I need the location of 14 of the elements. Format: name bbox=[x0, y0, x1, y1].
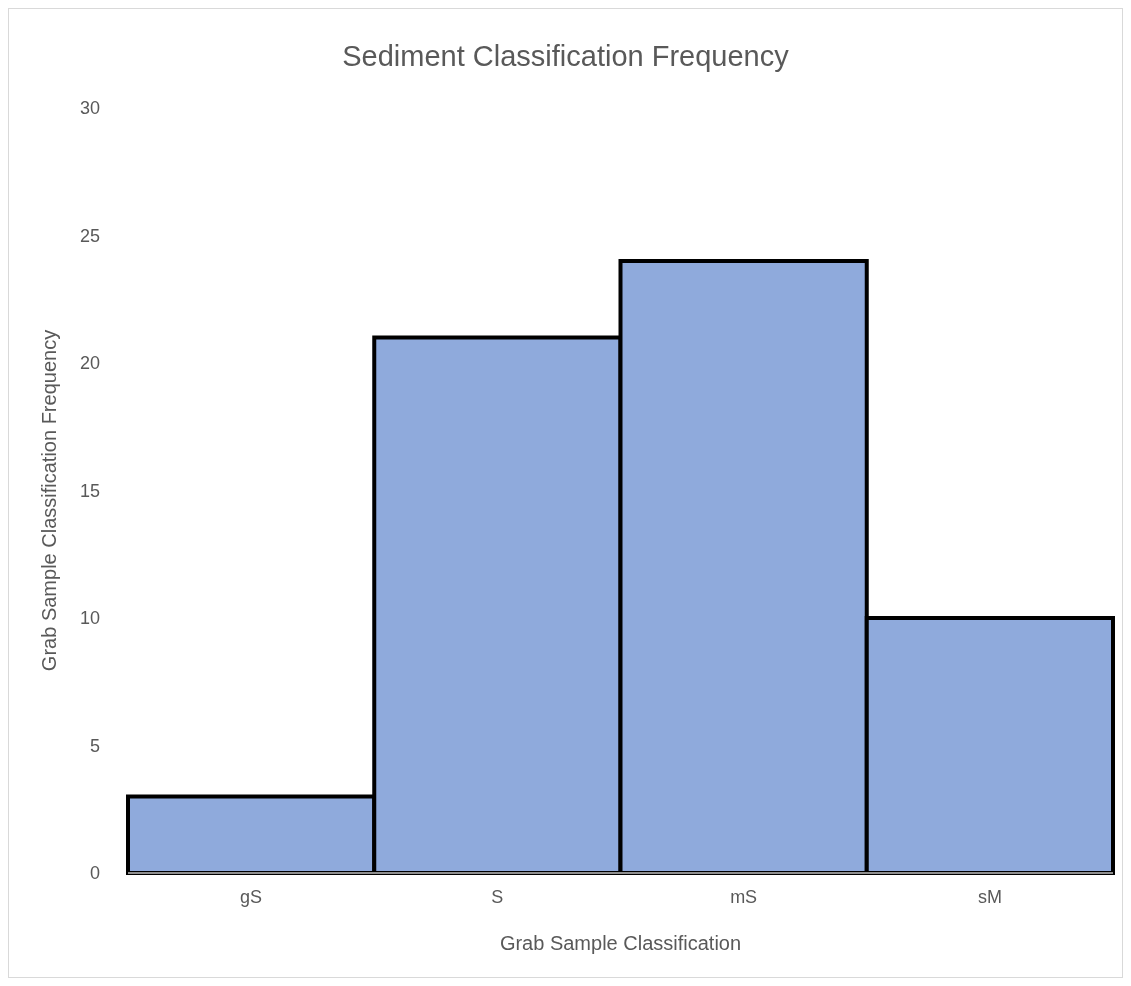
chart-title: Sediment Classification Frequency bbox=[342, 40, 790, 72]
y-tick-label: 30 bbox=[79, 98, 100, 119]
y-tick-label: 15 bbox=[79, 480, 100, 501]
y-tick-label: 0 bbox=[89, 863, 100, 884]
y-tick-label: 25 bbox=[79, 225, 100, 246]
y-axis-title: Grab Sample Classification Frequency bbox=[38, 329, 60, 672]
y-tick-label: 20 bbox=[79, 353, 100, 374]
x-axis-title: Grab Sample Classification bbox=[499, 932, 742, 954]
y-tick-label: 5 bbox=[89, 735, 100, 756]
x-tick-label: sM bbox=[977, 887, 1002, 907]
y-tick-label: 10 bbox=[79, 608, 100, 629]
x-tick-label: S bbox=[491, 887, 504, 907]
x-tick-label: mS bbox=[730, 887, 758, 907]
x-tick-label: gS bbox=[240, 887, 263, 907]
